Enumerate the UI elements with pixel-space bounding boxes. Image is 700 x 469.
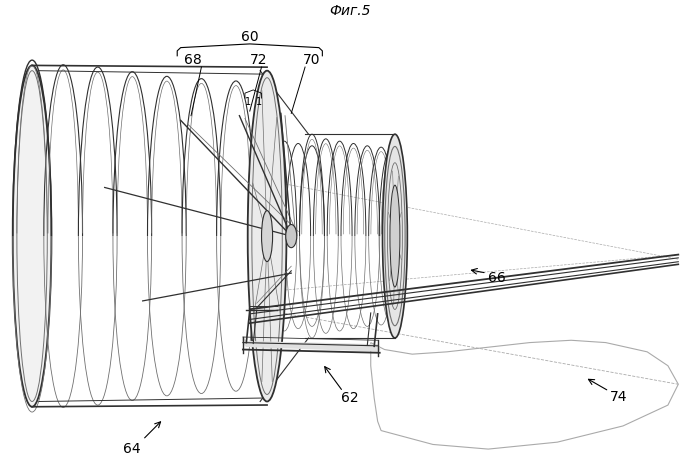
Text: 60: 60 xyxy=(241,30,258,44)
Text: 70: 70 xyxy=(303,53,321,67)
PathPatch shape xyxy=(371,340,678,449)
Text: 68: 68 xyxy=(183,53,202,67)
Text: 66: 66 xyxy=(488,271,505,285)
Ellipse shape xyxy=(13,65,51,407)
Text: 1: 1 xyxy=(245,97,251,107)
Ellipse shape xyxy=(286,225,297,248)
Text: 1: 1 xyxy=(256,97,262,107)
Text: 72: 72 xyxy=(250,53,267,67)
Text: Фиг.5: Фиг.5 xyxy=(329,4,371,18)
Text: 62: 62 xyxy=(341,391,359,405)
Ellipse shape xyxy=(382,134,407,338)
Polygon shape xyxy=(243,338,379,351)
Ellipse shape xyxy=(248,71,286,401)
Text: 74: 74 xyxy=(610,390,627,404)
Ellipse shape xyxy=(262,211,272,262)
Text: 64: 64 xyxy=(123,442,141,456)
Ellipse shape xyxy=(390,185,400,287)
